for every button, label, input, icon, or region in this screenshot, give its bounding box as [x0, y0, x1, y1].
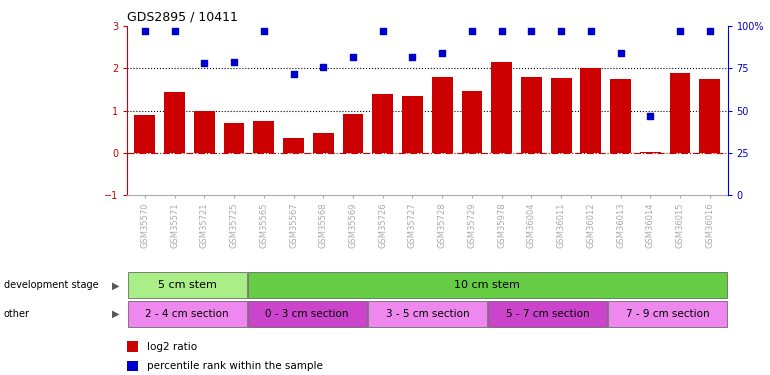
Text: ▶: ▶ [112, 309, 119, 319]
Point [674, 28, 686, 34]
Point [614, 50, 627, 56]
Bar [488, 301, 607, 327]
Bar [127, 361, 138, 371]
Text: 2 - 4 cm section: 2 - 4 cm section [146, 309, 229, 319]
Point [704, 28, 716, 34]
Bar [164, 92, 185, 153]
Bar [253, 121, 274, 153]
Text: 7 - 9 cm section: 7 - 9 cm section [626, 309, 709, 319]
Bar [248, 301, 367, 327]
Bar [402, 96, 423, 153]
Bar [432, 77, 453, 153]
Bar [127, 341, 138, 352]
Bar [313, 133, 333, 153]
Point [407, 54, 419, 60]
Point [377, 28, 389, 34]
Bar [521, 77, 542, 153]
Bar [581, 68, 601, 153]
Bar [223, 123, 245, 153]
Point [139, 28, 151, 34]
Text: 3 - 5 cm section: 3 - 5 cm section [386, 309, 469, 319]
Bar [128, 272, 246, 298]
Bar [608, 301, 727, 327]
Bar [610, 79, 631, 153]
Point [258, 28, 270, 34]
Point [346, 54, 359, 60]
Bar [640, 152, 661, 153]
Text: 5 cm stem: 5 cm stem [158, 280, 216, 290]
Point [169, 28, 181, 34]
Bar [283, 138, 304, 153]
Point [496, 28, 508, 34]
Text: 5 - 7 cm section: 5 - 7 cm section [506, 309, 589, 319]
Bar [699, 79, 720, 153]
Bar [551, 78, 571, 153]
Point [466, 28, 478, 34]
Text: 0 - 3 cm section: 0 - 3 cm section [266, 309, 349, 319]
Bar [128, 301, 246, 327]
Point [436, 50, 448, 56]
Point [287, 70, 300, 76]
Bar [461, 91, 482, 153]
Bar [194, 111, 215, 153]
Point [644, 112, 657, 118]
Text: 10 cm stem: 10 cm stem [454, 280, 521, 290]
Point [555, 28, 567, 34]
Bar [368, 301, 487, 327]
Point [317, 64, 330, 70]
Text: other: other [4, 309, 30, 319]
Text: development stage: development stage [4, 280, 99, 290]
Bar [248, 272, 727, 298]
Point [228, 58, 240, 64]
Bar [491, 62, 512, 153]
Text: ▶: ▶ [112, 280, 119, 290]
Text: log2 ratio: log2 ratio [146, 342, 196, 351]
Bar [343, 114, 363, 153]
Bar [135, 115, 156, 153]
Point [198, 60, 210, 66]
Text: percentile rank within the sample: percentile rank within the sample [146, 361, 323, 371]
Point [525, 28, 537, 34]
Bar [670, 73, 691, 153]
Point [584, 28, 597, 34]
Text: GDS2895 / 10411: GDS2895 / 10411 [127, 11, 238, 24]
Bar [373, 94, 393, 153]
